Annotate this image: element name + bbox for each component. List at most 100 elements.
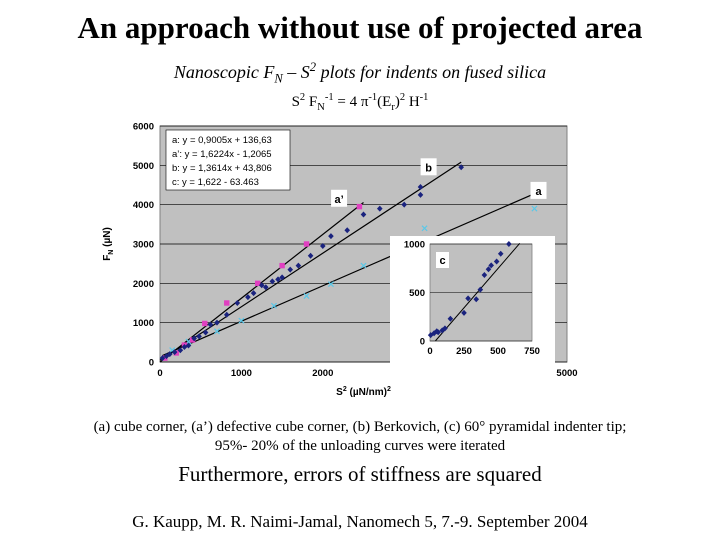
data-point xyxy=(376,205,383,212)
formula: S2 FN-1 = 4 π-1(Er)2 H-1 xyxy=(0,92,720,113)
legend-entry: a: y = 0,9005x + 136,63 xyxy=(172,135,272,146)
data-point xyxy=(417,191,424,198)
scatter-chart: 0100020003000400050006000010002000300040… xyxy=(102,122,578,399)
data-point xyxy=(250,290,257,297)
data-point xyxy=(307,252,314,259)
formula-part: F xyxy=(305,94,318,110)
data-point xyxy=(159,355,166,362)
data-point xyxy=(401,201,407,208)
data-point xyxy=(275,276,281,283)
y-axis-label: FN (µN) xyxy=(102,227,115,261)
inset-data-point xyxy=(473,296,480,303)
series-label-box xyxy=(420,158,437,176)
inset-y-tick-label: 0 xyxy=(420,337,425,348)
subtitle-part: – S xyxy=(282,62,310,82)
data-point xyxy=(258,282,265,289)
data-point xyxy=(214,319,220,326)
inset-data-point xyxy=(465,295,471,302)
formula-part: S xyxy=(291,94,300,110)
inset-series-c xyxy=(427,241,512,339)
series-label-box xyxy=(530,181,547,199)
data-point xyxy=(279,262,285,269)
caption-line: (a) cube corner, (a’) defective cube cor… xyxy=(93,419,627,435)
caption-line: 95%- 20% of the unloading curves were it… xyxy=(214,438,506,454)
slide-subtitle: Nanoscopic FN – S2 plots for indents on … xyxy=(0,60,720,87)
data-point xyxy=(295,262,302,269)
data-point xyxy=(224,300,230,306)
subtitle-sup: 2 xyxy=(309,60,317,74)
inset-x-tick-label: 750 xyxy=(524,346,540,357)
y-tick-label: 0 xyxy=(149,358,154,369)
data-point xyxy=(234,300,241,306)
formula-part: H xyxy=(405,94,420,110)
formula-sub: r xyxy=(391,102,395,113)
figure-caption: (a) cube corner, (a’) defective cube cor… xyxy=(40,418,680,456)
y-axis-label-sub: N xyxy=(108,250,115,255)
data-point xyxy=(458,164,464,171)
data-point xyxy=(177,347,184,354)
subtitle-part: Nanoscopic F xyxy=(173,62,275,82)
data-point xyxy=(303,292,310,299)
data-point xyxy=(327,281,334,288)
series-a xyxy=(169,205,538,354)
data-point xyxy=(238,317,245,324)
inset-data-point xyxy=(427,332,434,339)
inset-data-point xyxy=(485,266,492,273)
x-axis-label-sup: 2 xyxy=(387,386,391,393)
formula-sub: N xyxy=(317,102,325,113)
formula-sup: -1 xyxy=(419,92,429,103)
inset-fit-line xyxy=(435,242,521,342)
legend-box xyxy=(165,129,291,191)
data-point xyxy=(269,278,276,285)
data-point xyxy=(356,203,363,210)
series-label: b xyxy=(425,162,432,174)
data-point xyxy=(270,302,277,309)
data-point xyxy=(279,274,285,281)
x-axis-label: S2 (µN/nm)2 xyxy=(336,386,391,398)
inset-data-point xyxy=(477,286,484,293)
credit-line: G. Kaupp, M. R. Naimi-Jamal, Nanomech 5,… xyxy=(132,512,588,531)
data-point xyxy=(189,337,196,343)
data-point xyxy=(223,311,230,318)
x-tick-label: 2000 xyxy=(312,368,333,379)
inset-data-point xyxy=(435,329,441,336)
x-tick-label: 0 xyxy=(157,368,162,379)
legend-entry: a’: y = 1,6224x - 1,2065 xyxy=(172,149,272,160)
series-label: a’ xyxy=(334,194,343,206)
y-tick-label: 2000 xyxy=(133,279,154,290)
data-point xyxy=(245,294,251,301)
formula-part: = 4 π xyxy=(333,94,369,110)
x-axis-label-sup: 2 xyxy=(343,386,347,393)
data-point xyxy=(360,211,367,218)
inset-data-point xyxy=(431,330,437,337)
inset-y-tick-label: 500 xyxy=(409,288,425,299)
fit-line-a xyxy=(159,202,364,363)
y-tick-label: 6000 xyxy=(133,122,154,133)
note-text: Furthermore, errors of stiffness are squ… xyxy=(178,462,542,486)
y-axis-label-part: F xyxy=(102,255,113,261)
formula-sup: -1 xyxy=(324,92,334,103)
data-point xyxy=(344,227,351,234)
inset-data-point xyxy=(481,272,488,279)
data-point xyxy=(213,328,221,335)
inset-data-point xyxy=(461,309,467,316)
y-tick-label: 4000 xyxy=(133,200,154,211)
y-tick-label: 5000 xyxy=(133,161,154,172)
fit-line-a xyxy=(162,193,535,357)
subtitle-sub: N xyxy=(274,71,283,86)
subtitle-part: plots for indents on fused silica xyxy=(316,62,547,82)
x-tick-label: 1000 xyxy=(231,368,252,379)
data-point xyxy=(531,205,538,212)
data-point xyxy=(263,284,269,291)
legend-entry: c: y = 1,622 - 63.463 xyxy=(172,177,259,188)
data-point xyxy=(166,351,173,358)
inset-data-point xyxy=(447,315,454,322)
x-axis-label-part: (µN/nm) xyxy=(347,387,387,398)
inset-label-box xyxy=(436,252,449,268)
inset-data-point xyxy=(442,325,448,332)
slide-title: An approach without use of projected are… xyxy=(77,10,643,45)
series-label: a xyxy=(535,186,542,198)
inset-data-point xyxy=(493,258,500,265)
data-point xyxy=(360,262,367,269)
formula-part: (E xyxy=(377,94,392,110)
